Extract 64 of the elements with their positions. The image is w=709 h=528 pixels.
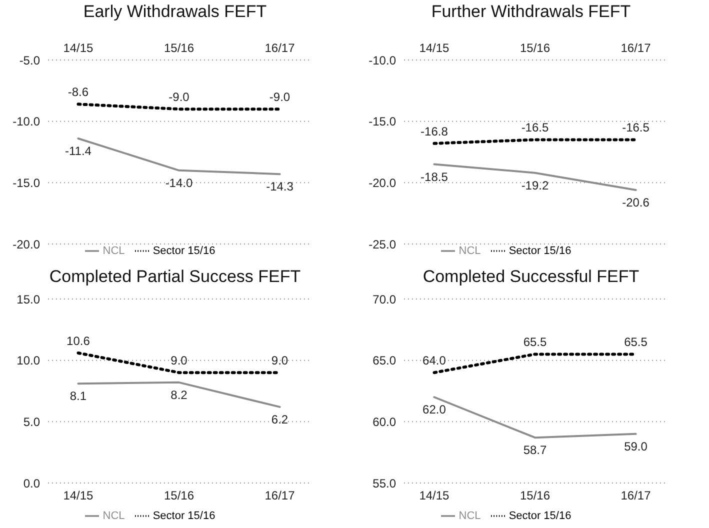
y-tick-label: -10.0 [12, 114, 40, 129]
legend-label: NCL [102, 510, 125, 522]
y-tick-label: 55.0 [372, 476, 396, 490]
x-tick-label: 14/15 [63, 41, 94, 55]
chart-title: Completed Successful FEFT [422, 266, 640, 288]
x-tick-label: 16/17 [620, 41, 652, 55]
x-tick-label: 14/15 [63, 488, 94, 503]
legend-label: Sector 15/16 [152, 510, 216, 522]
y-tick-label: -10.0 [368, 53, 396, 68]
y-tick-label: -25.0 [368, 237, 396, 252]
y-tick-label: -15.0 [368, 114, 396, 129]
data-label: -8.6 [68, 85, 89, 100]
legend-label: Sector 15/16 [508, 510, 572, 522]
y-tick-label: 15.0 [16, 292, 40, 306]
x-tick-label: 15/16 [520, 488, 550, 503]
data-label: 59.0 [624, 439, 648, 454]
data-label: 9.0 [170, 354, 188, 368]
x-tick-label: 16/17 [264, 488, 296, 503]
chart-title: Completed Partial Success FEFT [48, 266, 302, 288]
x-tick-label: 15/16 [520, 41, 550, 55]
legend-label: Sector 15/16 [152, 244, 216, 257]
data-label: 10.6 [66, 334, 90, 348]
legend-label: NCL [458, 244, 481, 257]
data-label: -18.5 [420, 170, 448, 184]
y-tick-label: -20.0 [12, 237, 40, 252]
data-label: -16.8 [420, 124, 448, 138]
data-label: -9.0 [168, 90, 190, 104]
data-label: 62.0 [422, 402, 446, 417]
data-label: 65.5 [624, 335, 648, 350]
legend-label: Sector 15/16 [508, 244, 572, 257]
y-tick-label: 70.0 [372, 292, 396, 306]
y-tick-label: 0.0 [23, 476, 40, 490]
x-tick-label: 16/17 [264, 41, 296, 55]
data-label: -11.4 [64, 144, 92, 158]
y-tick-label: 65.0 [372, 354, 396, 368]
x-tick-label: 15/16 [164, 41, 194, 55]
data-label: 9.0 [271, 354, 288, 368]
data-label: 64.0 [422, 354, 446, 368]
legend-label: NCL [458, 510, 481, 522]
x-tick-label: 14/15 [419, 488, 450, 503]
y-tick-label: 10.0 [16, 354, 40, 368]
data-label: -16.5 [521, 120, 549, 135]
data-label: 65.5 [523, 335, 547, 350]
y-tick-label: -20.0 [368, 176, 396, 190]
y-tick-label: 60.0 [372, 414, 396, 429]
y-tick-label: -5.0 [19, 53, 40, 68]
y-tick-label: 5.0 [23, 414, 40, 429]
y-tick-label: -15.0 [12, 176, 40, 190]
data-label: -20.6 [622, 196, 650, 210]
chart-title: Further Withdrawals FEFT [430, 1, 632, 23]
data-label: -19.2 [521, 178, 549, 192]
legend-label: NCL [102, 244, 125, 257]
data-label: -14.3 [266, 180, 294, 194]
data-label: 6.2 [271, 412, 288, 426]
chart-title: Early Withdrawals FEFT [82, 1, 268, 23]
data-label: -16.5 [622, 120, 650, 135]
data-label: 8.2 [170, 388, 188, 402]
data-label: -14.0 [165, 176, 193, 190]
data-label: -9.0 [269, 90, 290, 104]
data-label: 58.7 [523, 443, 547, 458]
data-label: 8.1 [70, 389, 87, 404]
x-tick-label: 14/15 [419, 41, 450, 55]
x-tick-label: 15/16 [164, 488, 194, 503]
x-tick-label: 16/17 [620, 488, 652, 503]
